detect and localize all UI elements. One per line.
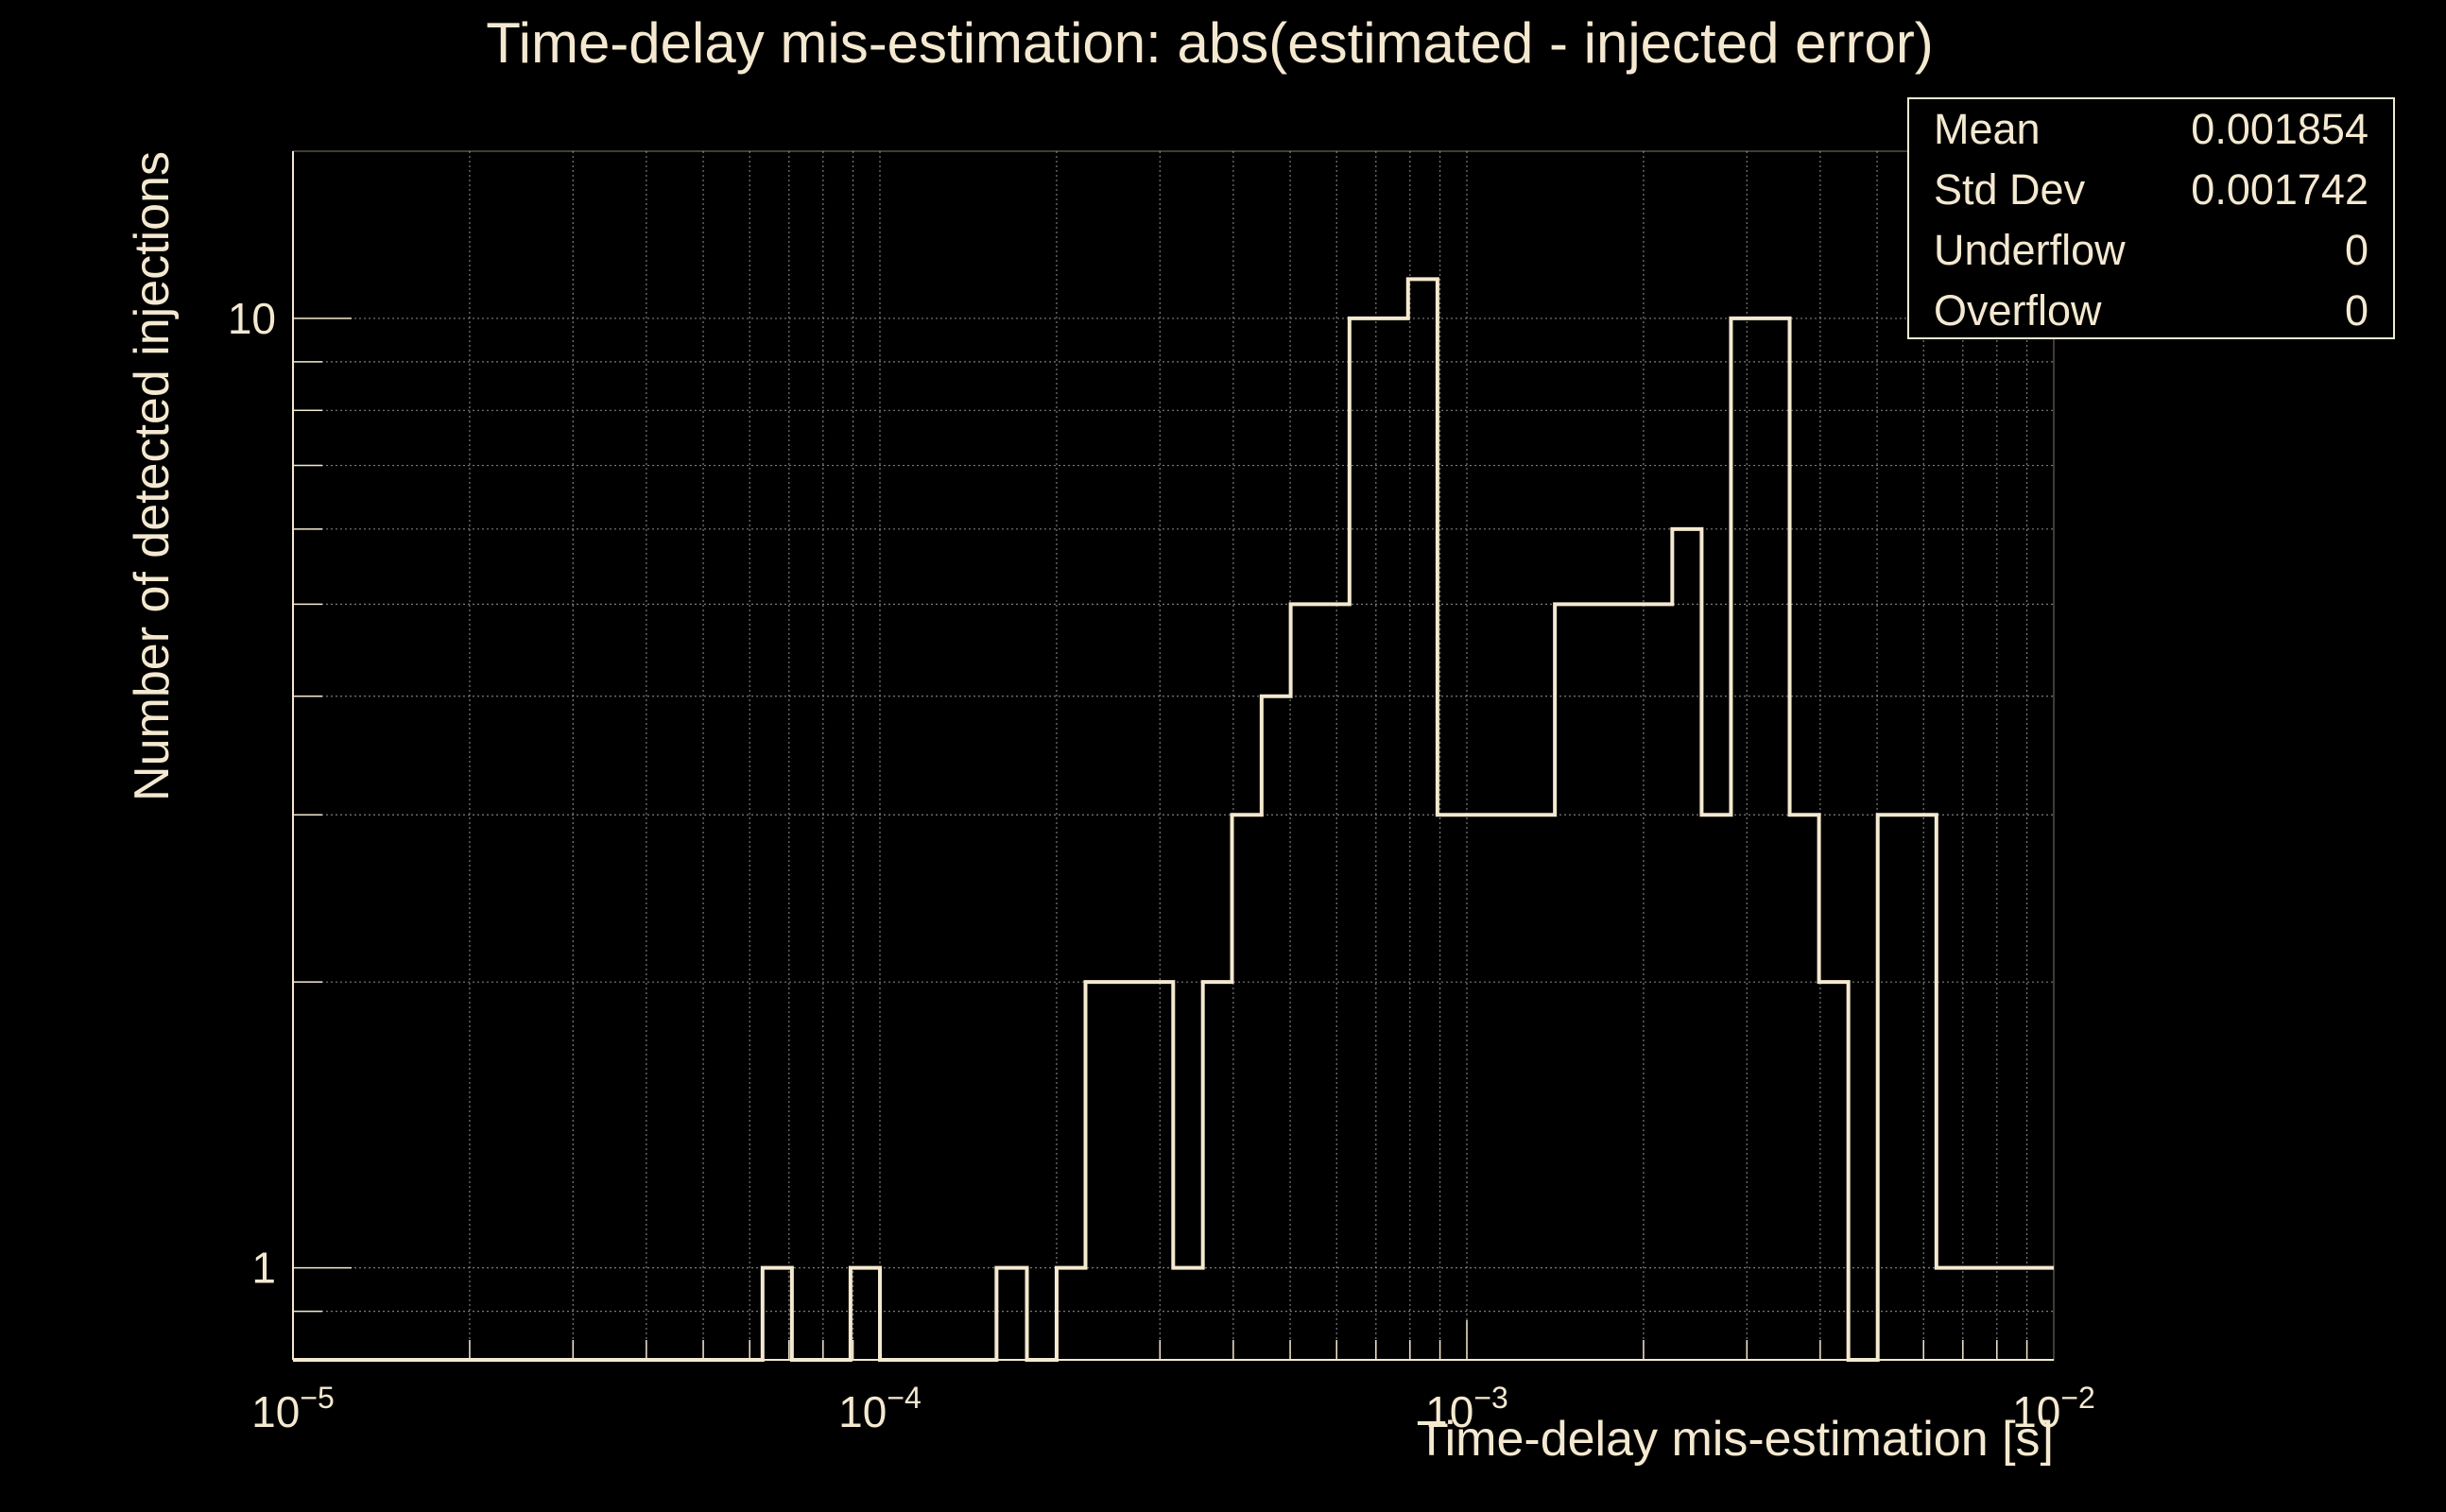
- x-tick-labels: 10−5 10−4 10−3 10−2: [251, 1381, 2095, 1436]
- histogram-bin: [851, 1268, 880, 1360]
- histogram-bin: [1203, 982, 1232, 1360]
- stat-label: Overflow: [1934, 286, 2102, 335]
- histogram-bin: [1086, 982, 1174, 1360]
- stat-row: Underflow 0: [1909, 220, 2393, 281]
- statistics-box: Mean 0.001854 Std Dev 0.001742 Underflow 0 Ove…: [1907, 97, 2395, 339]
- y-tick-labels: 1 10: [228, 294, 276, 1293]
- stat-row: Overflow 0: [1909, 281, 2393, 341]
- y-tick-label: 10: [228, 294, 276, 343]
- stat-value: 0.001742: [2191, 165, 2368, 214]
- stat-value: 0: [2344, 226, 2368, 274]
- histogram-bin: [996, 1268, 1026, 1360]
- plot-frame: [292, 150, 2055, 1361]
- histogram-bin: [1438, 815, 1555, 1360]
- y-axis-label: Number of detected injections: [125, 151, 180, 801]
- histogram-bin: [1262, 696, 1291, 1360]
- chart-title: Time-delay mis-estimation: abs(estimated…: [486, 11, 1934, 75]
- histogram-bars: [293, 277, 2054, 1362]
- histogram-bin: [1937, 1268, 2054, 1360]
- histogram-bin: [1232, 815, 1262, 1360]
- histogram-bin: [1672, 529, 1701, 1360]
- x-tick-label: 10−2: [2012, 1381, 2095, 1436]
- histogram-outline: [293, 277, 2054, 1362]
- x-axis-label: Time-delay mis-estimation [s]: [1417, 1412, 2054, 1467]
- histogram-bin: [763, 1268, 792, 1360]
- histogram-bin: [1408, 279, 1438, 1360]
- histogram-bin: [1173, 1268, 1202, 1360]
- x-tick-label: 10−5: [251, 1381, 335, 1436]
- x-tick-label: 10−3: [1425, 1381, 1508, 1436]
- stat-row: Mean 0.001854: [1909, 99, 2393, 160]
- histogram-bin: [1057, 1268, 1086, 1360]
- histogram-bin: [1350, 318, 1408, 1360]
- stat-label: Std Dev: [1934, 165, 2086, 214]
- histogram-bin: [1731, 318, 1789, 1360]
- stat-label: Mean: [1934, 105, 2041, 153]
- y-tick-label: 1: [251, 1244, 276, 1293]
- histogram-bin: [1878, 815, 1937, 1360]
- stat-label: Underflow: [1934, 226, 2126, 274]
- stat-value: 0: [2344, 286, 2368, 335]
- histogram-bin: [1819, 982, 1849, 1360]
- histogram-bin: [1790, 815, 1819, 1360]
- stat-row: Std Dev 0.001742: [1909, 160, 2393, 220]
- stat-value: 0.001854: [2191, 105, 2368, 153]
- x-tick-label: 10−4: [838, 1381, 922, 1436]
- histogram-bin: [1701, 815, 1731, 1360]
